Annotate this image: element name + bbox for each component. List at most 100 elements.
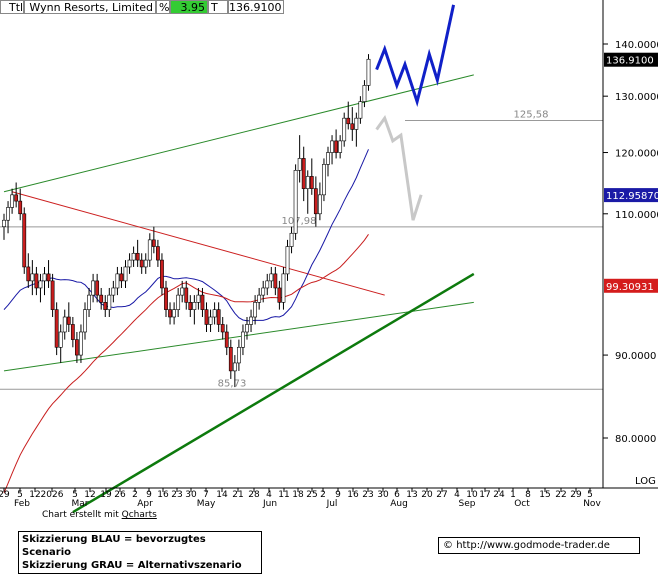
scenario-blue-path [375, 4, 456, 107]
candle-body [301, 158, 306, 189]
candle-body [366, 58, 371, 86]
candle-body [115, 273, 120, 289]
candle-body [200, 294, 205, 310]
candle-body [241, 331, 245, 348]
x-day-label: 16 [157, 490, 169, 500]
x-day-label: 13 [406, 490, 417, 500]
candles [2, 54, 371, 388]
level-label: 125,58 [514, 110, 549, 121]
x-day-label: 18 [292, 490, 304, 500]
x-month-label: Aug [390, 499, 408, 509]
scenario-sketches [375, 4, 456, 221]
price-label-text: 99.30931 [606, 282, 654, 293]
candle-body [232, 362, 237, 372]
instrument-name: Wynn Resorts, Limited [24, 0, 156, 14]
x-month-label: Feb [14, 499, 30, 509]
x-day-label: 5 [587, 490, 593, 500]
candle-body [168, 309, 172, 318]
x-day-label: 4 [454, 490, 460, 500]
qcharts-link[interactable]: Qcharts [121, 510, 157, 520]
copyright-icon: © [443, 540, 453, 551]
scenario-grey-path [375, 114, 423, 221]
x-day-label: 12 [84, 490, 95, 500]
candle-body [131, 252, 136, 261]
candle-body [38, 280, 43, 289]
candle-body [273, 273, 278, 289]
x-day-label: 11 [278, 490, 289, 500]
x-day-label: 6 [394, 490, 400, 500]
candle-body [220, 324, 225, 333]
candle-body [212, 309, 217, 318]
x-month-label: Apr [137, 499, 153, 509]
price-label-text: 112.95870 [606, 191, 658, 202]
price-label-box [604, 278, 658, 293]
candle-body [261, 287, 266, 296]
candle-body [204, 309, 209, 325]
scale-label: LOG [635, 476, 656, 487]
candle-body [342, 117, 347, 142]
credit-prefix: Chart erstellt mit [42, 510, 122, 520]
candle-body [188, 302, 193, 310]
candle-body [2, 219, 6, 228]
x-day-label: 29 [0, 490, 10, 500]
candle-body [147, 239, 152, 261]
x-day-label: 23 [171, 490, 182, 500]
x-day-label: 30 [377, 490, 389, 500]
candle-body [362, 85, 367, 102]
candle-body [297, 158, 302, 171]
x-day-label: 23 [362, 490, 373, 500]
t-label: T [208, 0, 228, 14]
x-month-label: May [197, 499, 216, 509]
candle-body [26, 266, 31, 282]
candle-body [107, 294, 112, 310]
percent-label: % [156, 0, 170, 14]
candle-body [354, 117, 359, 130]
candle-body [75, 339, 79, 356]
x-day-label: 2026 [41, 490, 64, 500]
x-day-label: 4 [266, 490, 272, 500]
website-link[interactable]: http://www.godmode-trader.de [456, 540, 610, 551]
y-tick-label: 140.0000 [615, 40, 658, 51]
candle-body [305, 176, 310, 189]
x-day-label: 28 [248, 490, 260, 500]
candle-body [358, 101, 363, 119]
candle-body [103, 302, 108, 310]
candle-body [95, 280, 100, 296]
candle-body [42, 273, 47, 282]
last-price-value: 136.9100 [228, 0, 284, 14]
change-value: 3.95 [170, 0, 208, 14]
candle-body [160, 259, 164, 289]
candle-body [293, 170, 298, 234]
candle-body [249, 316, 253, 325]
x-day-label: 24 [493, 490, 505, 500]
candle-body [346, 117, 351, 125]
plot-area [0, 0, 603, 488]
candle-body [10, 194, 15, 208]
candle-body [139, 259, 144, 268]
price-axis: 140.0000 130.0000 120.0000 110.0000 90.0000 8… [603, 40, 658, 445]
candle-body [289, 232, 294, 247]
x-day-label: 5 [17, 490, 23, 500]
moving-average-line [3, 149, 369, 322]
trendline [3, 301, 474, 372]
x-day-label: 27 [436, 490, 447, 500]
candle-body [143, 259, 148, 268]
candle-body [34, 273, 39, 289]
x-day-label: 10 [466, 490, 478, 500]
candle-body [253, 302, 258, 318]
candle-body [66, 316, 71, 325]
x-day-label: 14 [216, 490, 228, 500]
x-day-label: 7 [203, 490, 209, 500]
level-label: 85,73 [218, 378, 247, 389]
x-month-label: Sep [459, 499, 476, 509]
trendline [72, 272, 475, 514]
x-day-label: 30 [185, 490, 197, 500]
candle-body [309, 176, 314, 189]
candle-body [30, 273, 35, 282]
candle-body [79, 331, 83, 356]
x-month-label: Mar [72, 499, 89, 509]
y-tick-label: 120.0000 [615, 149, 658, 160]
y-tick-label: 90.0000 [615, 351, 656, 362]
candle-body [99, 294, 104, 303]
candle-body [245, 324, 249, 333]
